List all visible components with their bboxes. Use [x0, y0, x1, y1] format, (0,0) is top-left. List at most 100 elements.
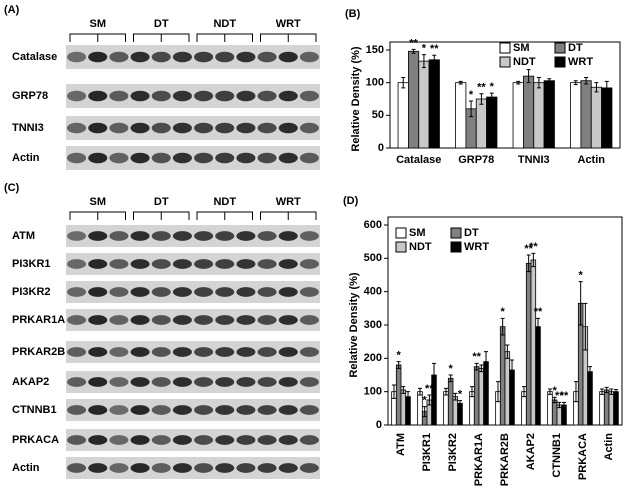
error-bar — [536, 76, 541, 89]
group-bracket — [133, 211, 190, 220]
y-tick-label: 100 — [364, 386, 382, 398]
significance: * — [490, 81, 495, 93]
legend-label: DT — [464, 227, 479, 239]
blot-band — [236, 405, 256, 415]
blot-band — [194, 347, 214, 357]
blot-band — [278, 377, 298, 387]
blot-band — [67, 377, 87, 387]
legend-label: DT — [568, 42, 583, 54]
blot-strip — [66, 309, 320, 331]
blot-band — [88, 51, 108, 63]
row-label: GRP78 — [12, 90, 48, 102]
y-tick-label: 300 — [364, 319, 382, 331]
blot-band — [299, 51, 319, 63]
error-bar — [484, 351, 489, 373]
error-bar — [448, 374, 453, 383]
blot-band — [299, 152, 319, 164]
blot-band — [172, 347, 192, 357]
significance: * — [501, 306, 506, 318]
blot-band — [236, 51, 256, 63]
blot-band — [215, 377, 235, 387]
blot-band — [278, 315, 298, 325]
blot-band — [215, 435, 235, 445]
group-label: NDT — [213, 18, 236, 30]
y-tick-label: 100 — [366, 77, 384, 89]
blot-band — [151, 152, 171, 164]
significance: ** — [425, 383, 434, 395]
y-axis-label: Relative Density (%) — [348, 272, 360, 377]
blot-band — [109, 259, 129, 269]
group-label: SM — [90, 196, 107, 208]
error-bar — [500, 317, 505, 336]
blot-band — [151, 122, 171, 134]
blot-band — [257, 347, 277, 357]
blot-strip — [66, 371, 320, 393]
bar — [570, 82, 582, 149]
error-bar — [479, 364, 484, 373]
bar — [608, 391, 615, 426]
blot-band — [299, 377, 319, 387]
error-bar — [604, 80, 609, 95]
blot-band — [194, 152, 214, 164]
blot-band — [299, 122, 319, 134]
blot-band — [236, 90, 256, 102]
error-bar — [510, 359, 515, 381]
group-label: WRT — [276, 196, 301, 208]
y-tick-label: 0 — [376, 419, 382, 431]
legend-swatch — [395, 227, 407, 239]
significance: * — [449, 363, 454, 375]
error-bar — [417, 387, 422, 396]
blot-strip — [66, 225, 320, 247]
error-bar — [609, 388, 614, 395]
error-bar — [458, 80, 463, 85]
blot-band — [109, 347, 129, 357]
blot-band — [215, 231, 235, 241]
blot-band — [151, 315, 171, 325]
panel-label: (D) — [343, 195, 359, 207]
bar — [395, 364, 402, 426]
blot-band — [257, 435, 277, 445]
row-label: PRKAR1A — [12, 314, 65, 326]
legend-label: WRT — [464, 241, 489, 253]
blot-band — [236, 463, 256, 473]
blot-band — [194, 51, 214, 63]
bar — [530, 259, 537, 426]
blot-band — [257, 405, 277, 415]
x-tick-label: ATM — [395, 433, 407, 456]
blot-band — [88, 122, 108, 134]
error-bar — [411, 48, 416, 54]
error-bar — [562, 401, 567, 409]
blot-band — [130, 287, 150, 297]
blot-band — [172, 231, 192, 241]
error-bar — [599, 388, 604, 395]
row-label: Actin — [12, 462, 40, 474]
row-label: AKAP2 — [12, 376, 49, 388]
x-tick-label: CTNNB1 — [551, 433, 563, 478]
blot-band — [236, 315, 256, 325]
blot-band — [130, 122, 150, 134]
bar — [473, 366, 480, 426]
blot-band — [236, 377, 256, 387]
group-bracket — [196, 211, 253, 220]
row-label: PRKAR2B — [12, 346, 65, 358]
blot-band — [151, 259, 171, 269]
blot-band — [172, 405, 192, 415]
error-bar — [396, 361, 401, 369]
blot-band — [299, 90, 319, 102]
blot-band — [130, 90, 150, 102]
y-tick-label: 200 — [364, 352, 382, 364]
bar — [418, 60, 430, 149]
significance: ** — [524, 243, 533, 255]
group-bracket — [69, 211, 126, 220]
blot-band — [109, 287, 129, 297]
y-tick-label: 150 — [366, 44, 384, 56]
error-bar — [552, 396, 557, 404]
group-label: DT — [154, 18, 169, 30]
group-bracket — [260, 33, 317, 42]
panel-label: (A) — [4, 4, 20, 16]
blot-strip — [66, 146, 320, 170]
blot-band — [88, 347, 108, 357]
error-bar — [516, 80, 521, 85]
bar — [452, 396, 459, 426]
legend-swatch — [395, 241, 407, 253]
